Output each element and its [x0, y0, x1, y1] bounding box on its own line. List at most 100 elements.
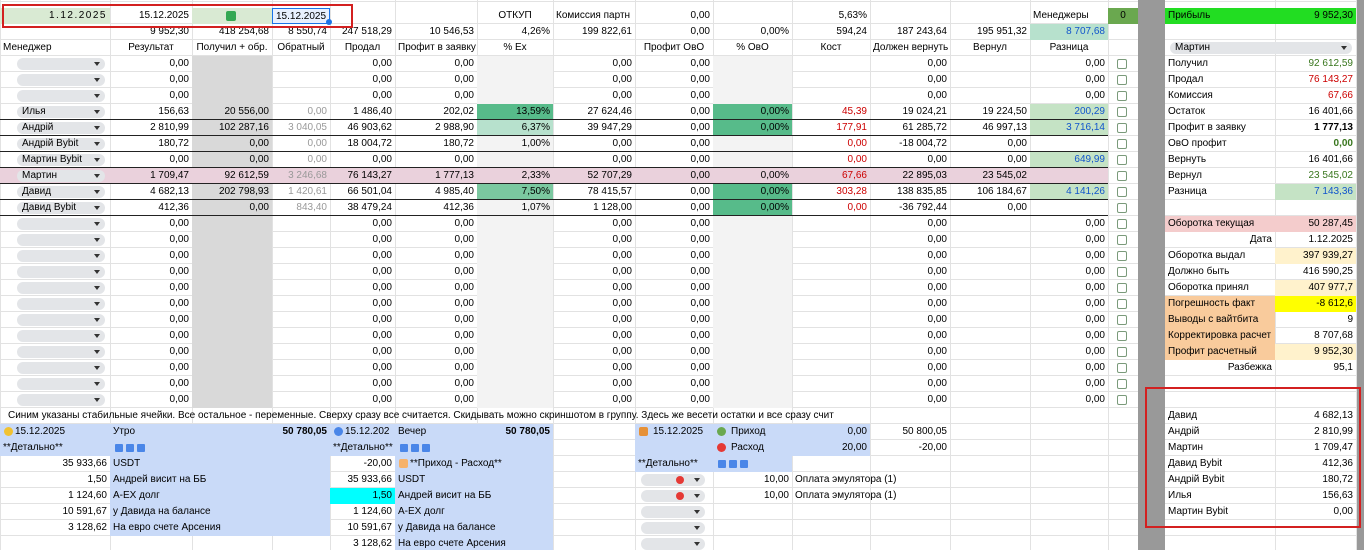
cell: 15.12.2025	[138, 10, 189, 21]
checkbox[interactable]	[1117, 347, 1127, 357]
checkbox[interactable]	[1117, 251, 1127, 261]
column-header: Профит ОвО	[643, 42, 705, 53]
dropdown[interactable]	[641, 506, 705, 518]
cell: 50 780,05	[505, 426, 551, 437]
checkbox[interactable]	[1117, 123, 1127, 133]
checkbox[interactable]	[226, 11, 236, 21]
checkbox[interactable]	[1117, 203, 1127, 213]
cell: 7,50%	[477, 184, 553, 200]
checkbox[interactable]	[1117, 155, 1127, 165]
cell: у Давида на балансе	[395, 520, 553, 536]
cell: 0,00	[454, 250, 474, 261]
manager-dropdown[interactable]: Мартин Bybit	[17, 154, 105, 166]
checkbox[interactable]	[1117, 235, 1127, 245]
cell-bg	[192, 312, 272, 328]
cell: На евро счете Арсения	[395, 536, 553, 550]
cell: 0,00	[169, 58, 189, 69]
manager-dropdown[interactable]	[17, 90, 105, 102]
checkbox[interactable]	[1117, 379, 1127, 389]
checkbox[interactable]	[1117, 363, 1127, 373]
cell-bg	[192, 344, 272, 360]
checkbox[interactable]	[1117, 299, 1127, 309]
cell-bg	[713, 152, 792, 168]
cell: 0,00	[690, 74, 710, 85]
cell-bg	[330, 440, 553, 456]
manager-dropdown[interactable]: Давид	[17, 186, 105, 198]
cell: 0,00	[1085, 266, 1105, 277]
cell-bg	[713, 136, 792, 152]
selection-handle	[326, 19, 332, 25]
cell: 0,00	[169, 266, 189, 277]
manager-dropdown[interactable]	[17, 234, 105, 246]
manager-dropdown[interactable]	[17, 378, 105, 390]
checkbox[interactable]	[1117, 283, 1127, 293]
checkbox[interactable]	[1117, 171, 1127, 181]
manager-dropdown[interactable]	[17, 266, 105, 278]
cell: 3 246,68	[272, 168, 330, 184]
summary-label: Получил	[1168, 58, 1208, 69]
dropdown[interactable]	[641, 474, 705, 486]
checkbox[interactable]	[1117, 75, 1127, 85]
cell: 649,99	[1030, 152, 1108, 168]
cell-bg	[713, 296, 792, 312]
grid-line	[792, 0, 793, 550]
manager-dropdown[interactable]: Илья	[17, 106, 105, 118]
cell: 199 822,61	[581, 26, 632, 37]
manager-dropdown[interactable]	[17, 330, 105, 342]
checkbox[interactable]	[1117, 331, 1127, 341]
cell: 15.12.202	[345, 426, 390, 437]
checkbox[interactable]	[1117, 187, 1127, 197]
cell: 0,00	[927, 74, 947, 85]
manager-dropdown[interactable]	[17, 346, 105, 358]
manager-dropdown[interactable]: Андрій	[17, 122, 105, 134]
manager-dropdown[interactable]	[17, 394, 105, 406]
checkbox[interactable]	[1117, 315, 1127, 325]
icon	[718, 460, 726, 468]
cell-bg	[713, 312, 792, 328]
dropdown[interactable]	[641, 490, 705, 502]
cell: 27 624,46	[587, 106, 633, 117]
manager-dropdown[interactable]	[17, 218, 105, 230]
dropdown[interactable]	[641, 538, 705, 550]
checkbox[interactable]	[1117, 219, 1127, 229]
manager-dropdown[interactable]	[17, 58, 105, 70]
manager-select[interactable]: Мартин	[1170, 42, 1352, 54]
ranking-value: 180,72	[1322, 474, 1353, 485]
manager-dropdown[interactable]	[17, 362, 105, 374]
manager-dropdown[interactable]: Давид Bybit	[17, 202, 105, 214]
cell: 1,07%	[477, 200, 553, 216]
cell-bg	[477, 344, 553, 360]
manager-dropdown[interactable]	[17, 282, 105, 294]
ranking-name: Андрій	[1168, 426, 1200, 437]
cell: 247 518,29	[341, 26, 392, 37]
cell: 50 800,05	[902, 426, 948, 437]
cell: A-EX долг	[395, 504, 553, 520]
checkbox[interactable]	[1117, 395, 1127, 405]
checkbox[interactable]	[1117, 267, 1127, 277]
cell: **Детально**	[3, 442, 63, 453]
checkbox[interactable]	[1117, 139, 1127, 149]
cell: 0,00	[690, 298, 710, 309]
cell: 78 415,57	[587, 186, 633, 197]
cell: 1 486,40	[353, 106, 392, 117]
manager-dropdown[interactable]	[17, 314, 105, 326]
manager-dropdown[interactable]	[17, 250, 105, 262]
cell-bg	[713, 392, 792, 408]
summary-label: Должно быть	[1168, 266, 1230, 277]
dropdown[interactable]	[641, 522, 705, 534]
manager-dropdown[interactable]	[17, 298, 105, 310]
manager-dropdown[interactable]: Мартин	[17, 170, 105, 182]
manager-dropdown[interactable]	[17, 74, 105, 86]
cell-bg	[192, 360, 272, 376]
checkbox[interactable]	[1117, 91, 1127, 101]
cell: 0,00	[690, 314, 710, 325]
cell: 9 952,30	[150, 26, 189, 37]
manager-dropdown[interactable]: Андрій Bybit	[17, 138, 105, 150]
cell: 4 985,40	[435, 186, 474, 197]
grid-line	[1108, 0, 1109, 550]
gray-column	[1138, 0, 1165, 550]
checkbox[interactable]	[1117, 59, 1127, 69]
cell: 1.12.2025	[0, 8, 110, 24]
cell-bg	[477, 216, 553, 232]
checkbox[interactable]	[1117, 107, 1127, 117]
